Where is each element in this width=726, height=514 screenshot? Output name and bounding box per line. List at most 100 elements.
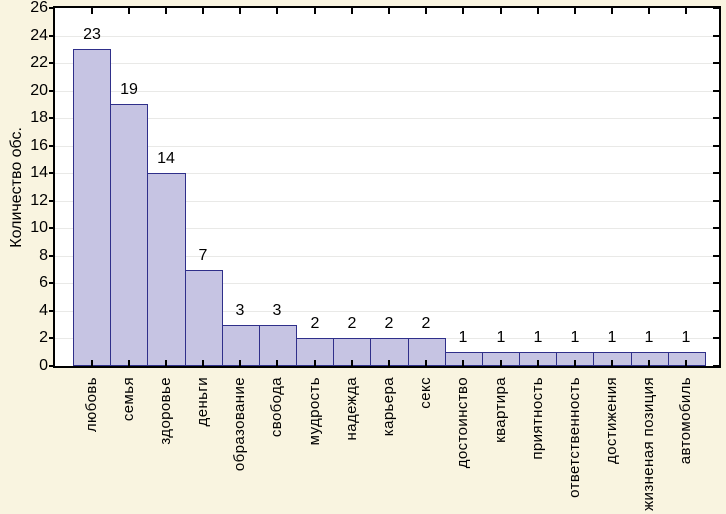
y-axis-tick-left bbox=[49, 337, 55, 339]
y-axis-tick-left bbox=[49, 117, 55, 119]
bar bbox=[408, 338, 446, 366]
y-axis-tick-left bbox=[49, 7, 55, 9]
x-axis-tick-top bbox=[462, 8, 464, 14]
x-axis-tick-bottom bbox=[425, 360, 427, 366]
x-tick-label: достижения bbox=[603, 377, 620, 465]
gridline bbox=[55, 63, 719, 64]
bar-value-label: 2 bbox=[310, 315, 320, 332]
y-axis-tick-right bbox=[713, 90, 719, 92]
x-axis-tick-top bbox=[611, 8, 613, 14]
bar-value-label: 7 bbox=[198, 247, 208, 264]
bar-value-label: 1 bbox=[681, 329, 691, 346]
x-tick-label: надежда bbox=[343, 377, 360, 441]
x-axis-tick-top bbox=[128, 8, 130, 14]
y-axis-tick-right bbox=[713, 117, 719, 119]
x-axis-tick-bottom bbox=[685, 360, 687, 366]
gridline bbox=[55, 146, 719, 147]
x-tick-label: квартира bbox=[492, 377, 509, 443]
x-axis-tick-bottom bbox=[537, 360, 539, 366]
bar bbox=[147, 173, 186, 366]
x-tick-label: секс bbox=[417, 377, 434, 409]
bar-value-label: 1 bbox=[533, 329, 543, 346]
y-axis-tick-left bbox=[49, 227, 55, 229]
gridline bbox=[55, 91, 719, 92]
gridline bbox=[55, 311, 719, 312]
bar bbox=[259, 325, 297, 366]
y-axis-tick-left bbox=[49, 282, 55, 284]
y-axis-tick-right bbox=[713, 7, 719, 9]
y-tick-label: 6 bbox=[39, 274, 48, 291]
y-axis-tick-left bbox=[49, 255, 55, 257]
bar-value-label: 1 bbox=[496, 329, 506, 346]
y-tick-label: 22 bbox=[30, 54, 48, 71]
x-axis-tick-bottom bbox=[165, 360, 167, 366]
bar bbox=[222, 325, 260, 366]
x-axis-tick-top bbox=[425, 8, 427, 14]
x-tick-label: свобода bbox=[268, 377, 285, 438]
y-axis-tick-right bbox=[713, 282, 719, 284]
bar bbox=[631, 352, 669, 366]
y-axis-tick-right bbox=[713, 145, 719, 147]
y-tick-label: 20 bbox=[30, 82, 48, 99]
x-axis-tick-top bbox=[388, 8, 390, 14]
bar bbox=[445, 352, 483, 366]
x-tick-label: автомобиль bbox=[677, 377, 694, 465]
bar-value-label: 1 bbox=[644, 329, 654, 346]
y-tick-label: 12 bbox=[30, 192, 48, 209]
x-axis-tick-bottom bbox=[314, 360, 316, 366]
y-axis-tick-left bbox=[49, 200, 55, 202]
x-axis-tick-top bbox=[574, 8, 576, 14]
x-axis-tick-bottom bbox=[500, 360, 502, 366]
plot-area: 23 19 14 7 3 3 2 2 2 2 1 1 1 1 1 1 1 bbox=[49, 6, 721, 368]
bar-value-label: 19 bbox=[120, 81, 138, 98]
x-axis-tick-bottom bbox=[574, 360, 576, 366]
x-axis-tick-top bbox=[239, 8, 241, 14]
y-tick-label: 8 bbox=[39, 247, 48, 264]
bar-value-label: 3 bbox=[235, 302, 245, 319]
y-tick-label: 26 bbox=[30, 0, 48, 16]
x-axis-tick-top bbox=[91, 8, 93, 14]
x-tick-label: жизненая позиция bbox=[640, 377, 657, 511]
y-axis-tick-left bbox=[49, 172, 55, 174]
x-axis-tick-bottom bbox=[611, 360, 613, 366]
y-tick-label: 10 bbox=[30, 219, 48, 236]
x-tick-label: образование bbox=[231, 377, 248, 472]
gridline bbox=[55, 118, 719, 119]
x-axis-tick-bottom bbox=[91, 360, 93, 366]
y-tick-label: 14 bbox=[30, 164, 48, 181]
bar bbox=[668, 352, 706, 366]
y-axis-tick-right bbox=[713, 200, 719, 202]
gridline bbox=[55, 228, 719, 229]
x-axis-tick-bottom bbox=[128, 360, 130, 366]
y-axis-tick-right bbox=[713, 227, 719, 229]
y-axis-tick-left bbox=[49, 90, 55, 92]
bar-value-label: 2 bbox=[421, 315, 431, 332]
x-axis-tick-top bbox=[500, 8, 502, 14]
bar-value-label: 1 bbox=[570, 329, 580, 346]
bar-value-label: 3 bbox=[272, 302, 282, 319]
x-axis-tick-top bbox=[685, 8, 687, 14]
x-tick-label: любовь bbox=[83, 377, 100, 433]
y-axis-tick-left bbox=[49, 365, 55, 367]
bar bbox=[73, 49, 111, 366]
x-tick-label: ответственность bbox=[566, 377, 583, 498]
x-axis-tick-top bbox=[165, 8, 167, 14]
y-axis-tick-right bbox=[713, 337, 719, 339]
x-axis-tick-top bbox=[202, 8, 204, 14]
x-tick-label: приятность bbox=[529, 377, 546, 460]
gridline bbox=[55, 256, 719, 257]
y-axis-tick-left bbox=[49, 310, 55, 312]
x-tick-label: достоинство bbox=[454, 377, 471, 469]
x-axis-tick-bottom bbox=[239, 360, 241, 366]
x-axis-tick-top bbox=[648, 8, 650, 14]
x-axis-tick-top bbox=[537, 8, 539, 14]
bar-value-label: 2 bbox=[384, 315, 394, 332]
gridline bbox=[55, 173, 719, 174]
bar-value-label: 14 bbox=[157, 150, 175, 167]
y-axis-tick-right bbox=[713, 365, 719, 367]
y-axis-tick-right bbox=[713, 255, 719, 257]
x-axis-tick-top bbox=[314, 8, 316, 14]
y-tick-label: 0 bbox=[39, 357, 48, 374]
x-axis-tick-bottom bbox=[648, 360, 650, 366]
